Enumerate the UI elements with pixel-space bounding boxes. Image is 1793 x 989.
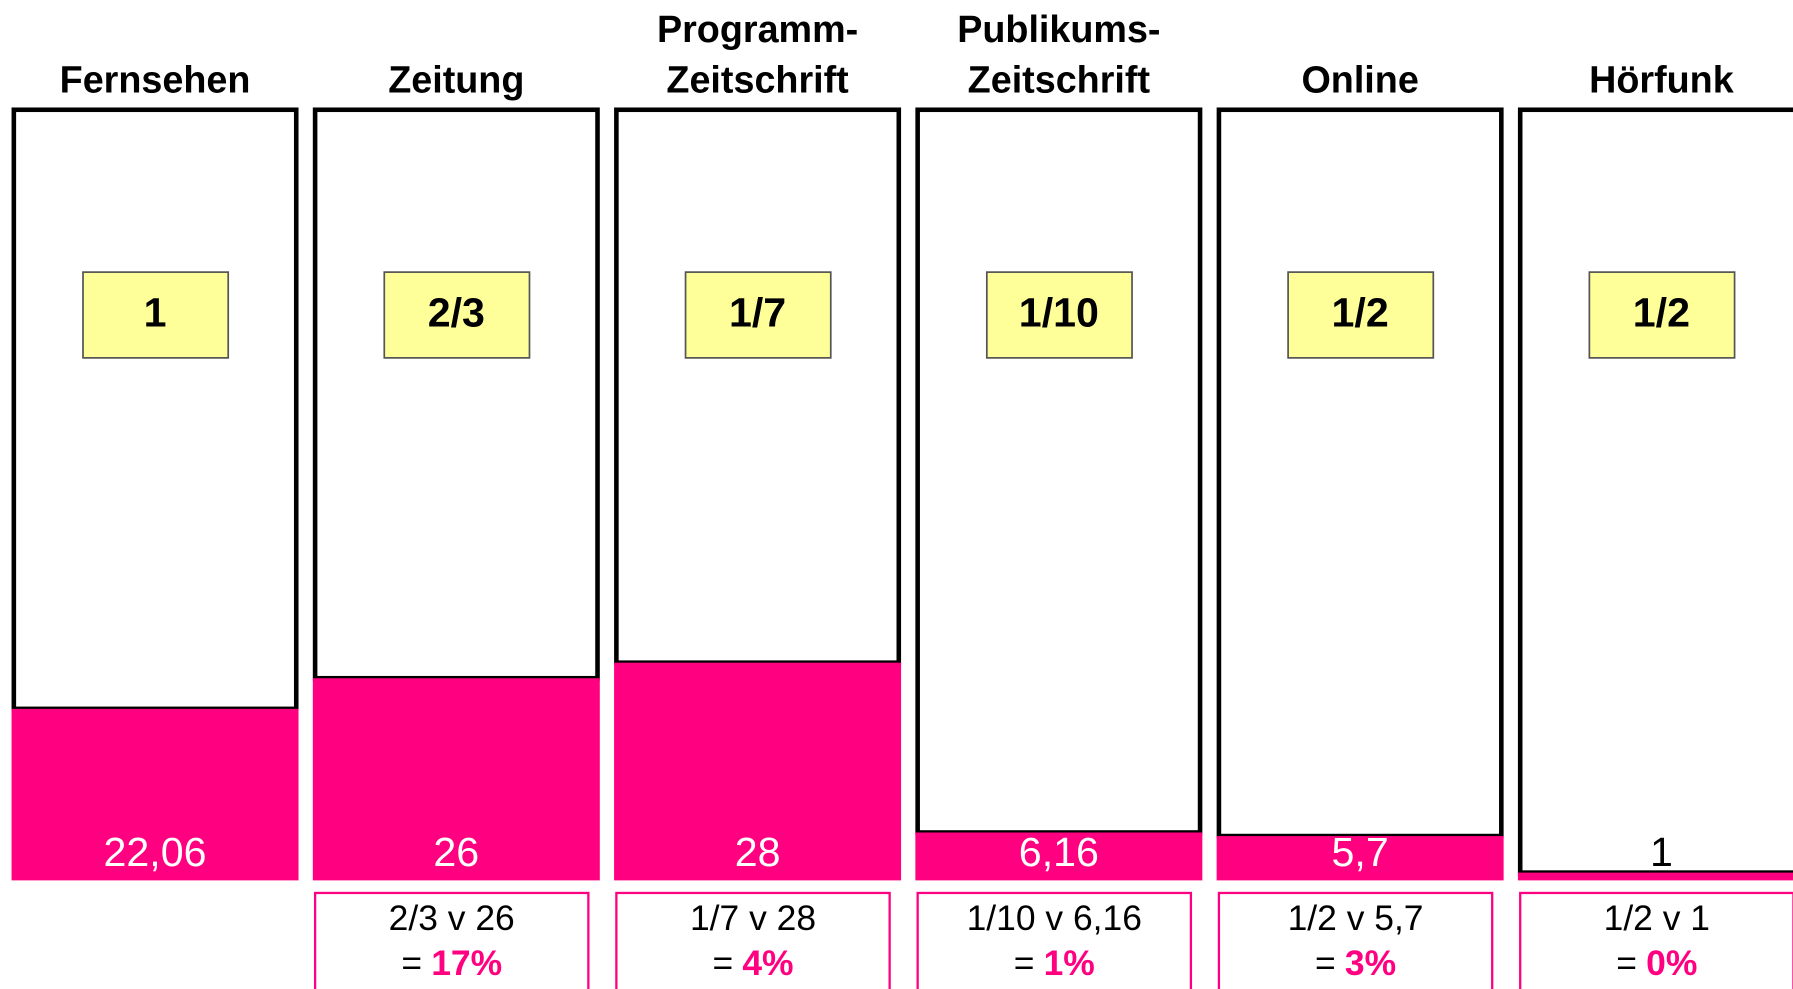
column-label: Zeitung <box>388 58 524 100</box>
result-value: 1% <box>1044 943 1095 983</box>
value-label: 6,16 <box>1019 829 1099 875</box>
equals-sign: = <box>401 943 422 983</box>
column: Fernsehen 1 22,06 <box>11 58 299 881</box>
equals-sign: = <box>1616 943 1637 983</box>
factor-label: 1/2 <box>1633 289 1690 335</box>
column-box <box>614 107 902 665</box>
value-label: 28 <box>735 829 781 875</box>
formula-box <box>1519 891 1793 989</box>
factor-box <box>383 271 531 359</box>
formula-text: 1/7 v 28 <box>690 898 816 938</box>
value-label: 5,7 <box>1332 829 1389 875</box>
equals-sign: = <box>712 943 733 983</box>
factor-box <box>82 271 230 359</box>
column: Online 1/2 5,7 1/2 v 5,7 = 3% <box>1216 58 1504 989</box>
column-label: Programm- <box>657 8 858 50</box>
column-box <box>915 107 1203 835</box>
factor-label: 1/10 <box>1019 289 1099 335</box>
factor-label: 2/3 <box>428 289 485 335</box>
factor-box <box>1588 271 1736 359</box>
value-bar <box>11 708 299 881</box>
column-label: Online <box>1301 58 1418 100</box>
value-bar <box>1517 872 1793 881</box>
result-line: = 1% <box>1014 943 1095 983</box>
value-bar <box>312 678 600 881</box>
result-line: = 0% <box>1616 943 1697 983</box>
formula-text: 1/2 v 1 <box>1604 898 1710 938</box>
formula-box <box>313 891 590 989</box>
result-value: 3% <box>1345 943 1396 983</box>
result-value: 0% <box>1646 943 1697 983</box>
value-label: 22,06 <box>104 829 207 875</box>
result-line: = 3% <box>1315 943 1396 983</box>
value-bar <box>614 662 902 881</box>
column-label: Publikums- <box>957 8 1160 50</box>
column: Hörfunk 1/2 1 1/2 v 1 = 0% <box>1517 58 1793 989</box>
column-box <box>312 107 600 681</box>
formula-text: 1/10 v 6,16 <box>967 898 1142 938</box>
formula-box <box>1217 891 1494 989</box>
value-bar <box>1216 836 1504 881</box>
column-label: Zeitschrift <box>968 58 1151 100</box>
column-label: Hörfunk <box>1589 58 1735 100</box>
formula-box <box>916 891 1193 989</box>
value-bar <box>915 832 1203 881</box>
column: Zeitung 2/3 26 2/3 v 26 = 17% <box>312 58 600 989</box>
column: Publikums- Zeitschrift 1/10 6,16 1/10 v 6,16… <box>915 8 1203 989</box>
column-label: Fernsehen <box>60 58 251 100</box>
value-label: 1 <box>1650 829 1673 875</box>
column-box <box>1216 107 1504 839</box>
factor-label: 1/7 <box>729 289 786 335</box>
factor-label: 1 <box>144 289 167 335</box>
result-value: 17% <box>431 943 502 983</box>
result-line: = 17% <box>401 943 502 983</box>
column: Programm- Zeitschrift 1/7 28 1/7 v 28 = 4% <box>614 8 902 989</box>
equals-sign: = <box>1014 943 1035 983</box>
result-value: 4% <box>742 943 793 983</box>
value-label: 26 <box>433 829 479 875</box>
column-box <box>1517 107 1793 875</box>
formula-text: 2/3 v 26 <box>389 898 515 938</box>
column-box <box>11 107 299 712</box>
factor-box <box>1287 271 1435 359</box>
formula-text: 1/2 v 5,7 <box>1288 898 1424 938</box>
result-line: = 4% <box>712 943 793 983</box>
factor-box <box>684 271 832 359</box>
formula-box <box>615 891 891 989</box>
factor-box <box>985 271 1133 359</box>
equals-sign: = <box>1315 943 1336 983</box>
factor-label: 1/2 <box>1332 289 1389 335</box>
column-label: Zeitschrift <box>666 58 849 100</box>
